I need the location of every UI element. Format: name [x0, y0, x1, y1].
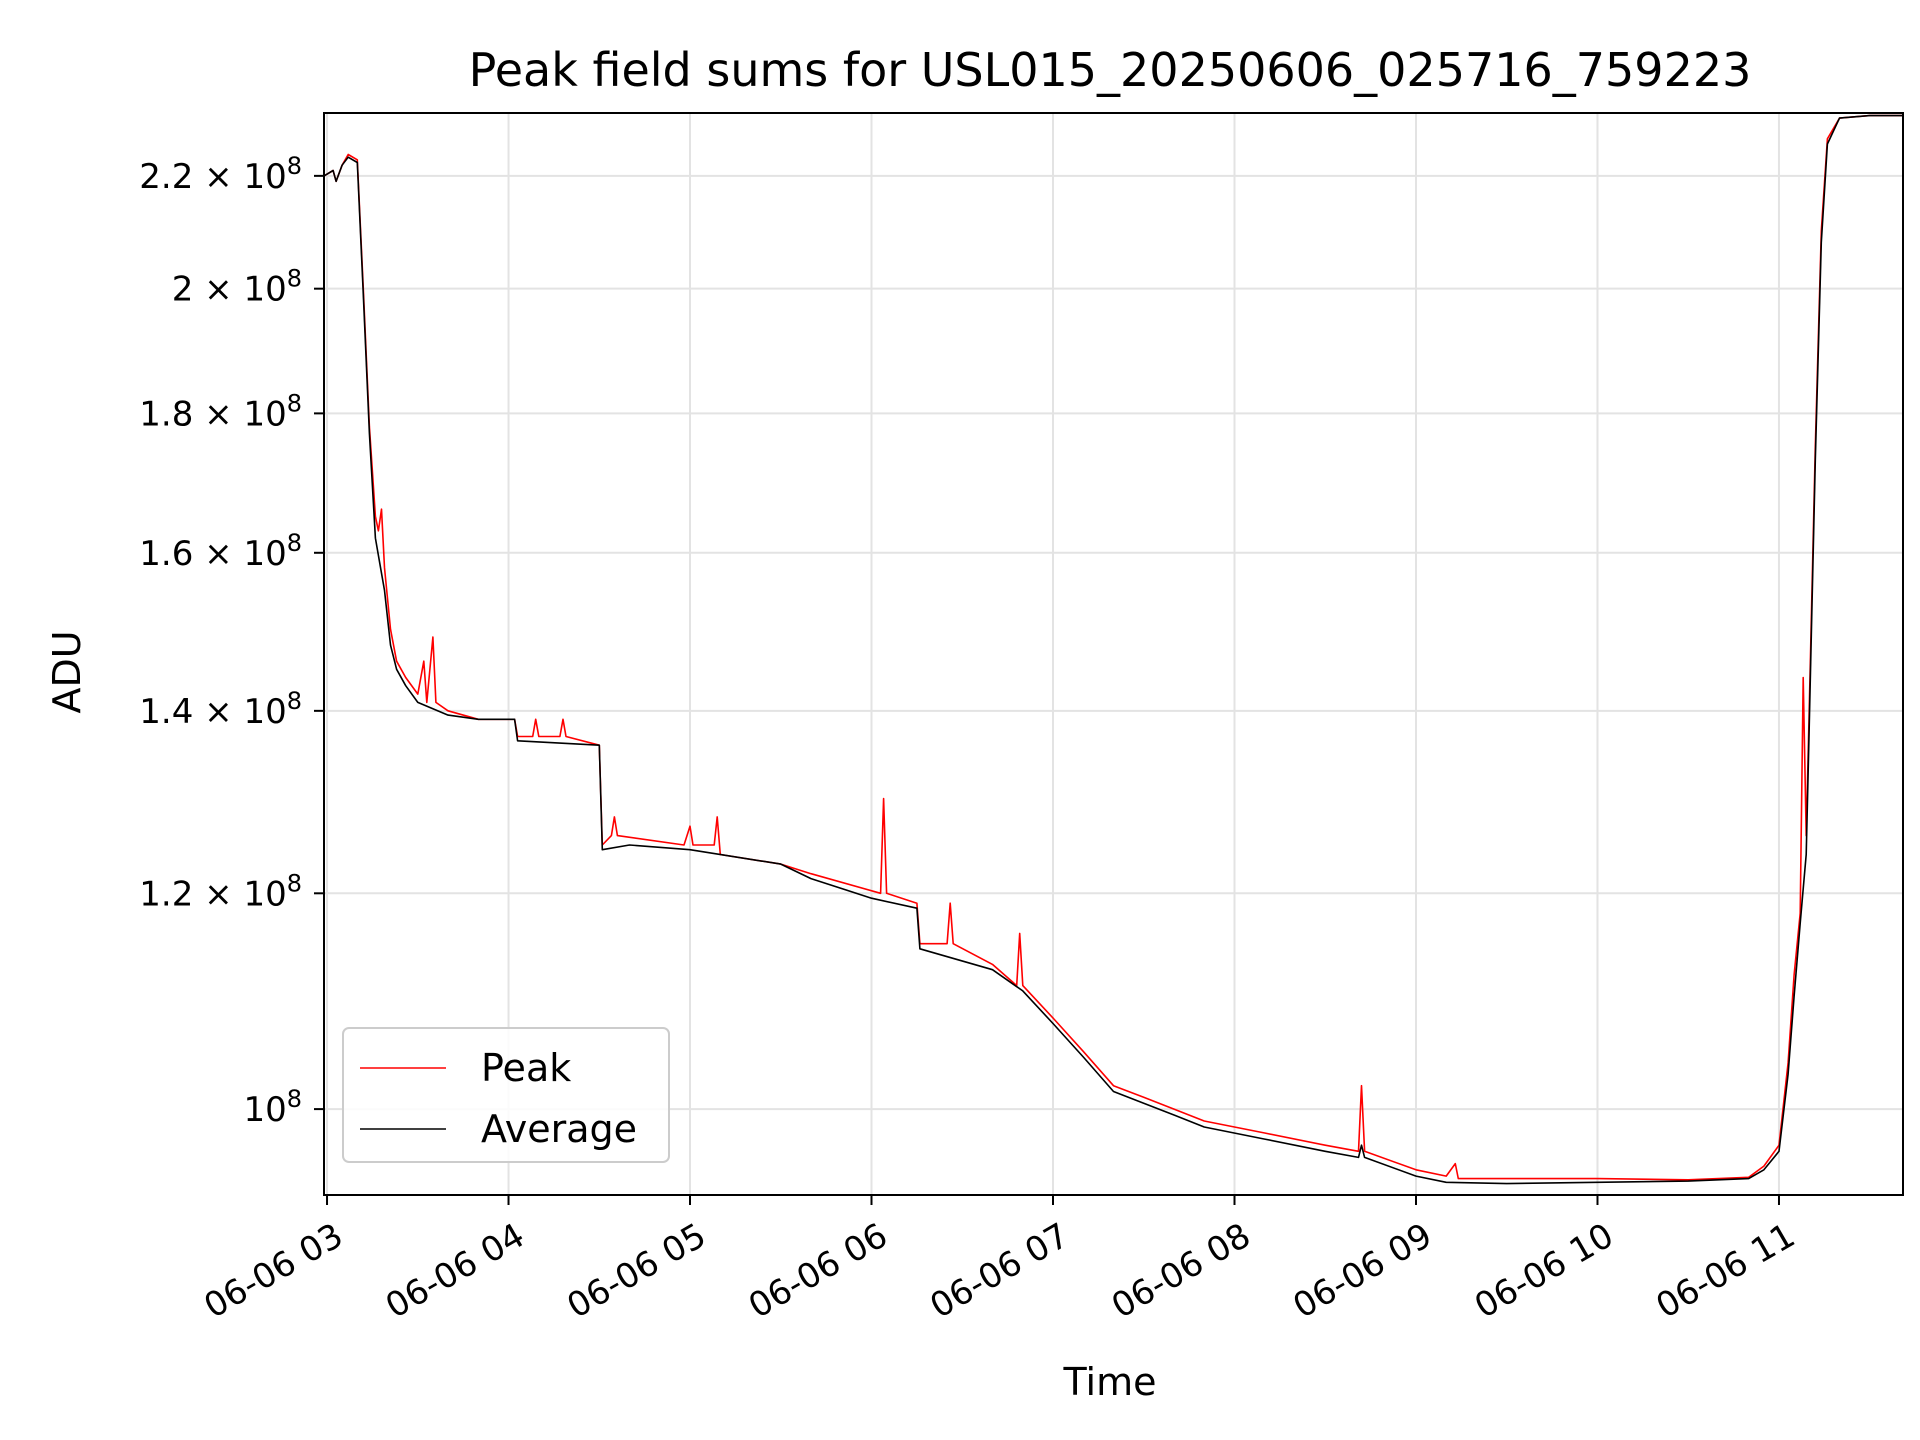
y-tick-mantissa: 1.6 × 10	[139, 534, 286, 574]
series-line-peak	[323, 114, 1903, 1181]
x-axis: 06-06 03 06-06 04 06-06 05 06-06 06 06-06 07…	[198, 1195, 1802, 1327]
y-tick-label: 1.4 × 108	[139, 687, 302, 732]
x-tick-label: 06-06 03	[198, 1216, 350, 1327]
series-line-average	[323, 114, 1903, 1185]
y-tick-exponent: 8	[287, 869, 302, 897]
x-tick-label: 06-06 04	[379, 1216, 531, 1327]
y-tick-label: 2 × 108	[172, 265, 302, 310]
y-tick-mantissa: 1.4 × 10	[139, 692, 286, 732]
y-tick-exponent: 8	[287, 529, 302, 557]
y-tick-label: 1.2 × 108	[139, 869, 302, 914]
legend-label-peak: Peak	[481, 1046, 571, 1090]
y-tick-exponent: 8	[287, 389, 302, 417]
y-tick-mantissa: 10	[243, 1090, 286, 1130]
x-tick-label: 06-06 10	[1468, 1216, 1620, 1327]
y-tick-label: 108	[243, 1085, 302, 1130]
legend-label-average: Average	[481, 1107, 637, 1151]
y-tick-label: 2.2 × 108	[139, 152, 302, 197]
x-tick-label: 06-06 07	[924, 1216, 1076, 1327]
legend: Peak Average	[342, 1027, 670, 1163]
y-tick-mantissa: 2.2 × 10	[139, 157, 286, 197]
grid	[324, 113, 1903, 1195]
y-tick-exponent: 8	[287, 687, 302, 715]
chart-title: Peak field sums for USL015_20250606_0257…	[469, 43, 1752, 97]
x-tick-label: 06-06 08	[1105, 1216, 1257, 1327]
x-tick-label: 06-06 11	[1649, 1216, 1801, 1327]
x-tick-label: 06-06 05	[561, 1216, 713, 1327]
y-tick-exponent: 8	[287, 152, 302, 180]
y-tick-exponent: 8	[287, 265, 302, 293]
series-layer	[323, 114, 1903, 1185]
x-tick-label: 06-06 06	[742, 1216, 894, 1327]
y-axis-label: ADU	[45, 630, 89, 713]
x-tick-label: 06-06 09	[1286, 1216, 1438, 1327]
y-tick-exponent: 8	[287, 1085, 302, 1113]
y-tick-label: 1.6 × 108	[139, 529, 302, 574]
y-tick-mantissa: 1.2 × 10	[139, 874, 286, 914]
y-tick-mantissa: 2 × 10	[172, 270, 287, 310]
x-axis-label: Time	[1063, 1360, 1157, 1404]
y-tick-mantissa: 1.8 × 10	[139, 394, 286, 434]
y-tick-label: 1.8 × 108	[139, 389, 302, 434]
plot-frame	[323, 112, 1904, 1196]
